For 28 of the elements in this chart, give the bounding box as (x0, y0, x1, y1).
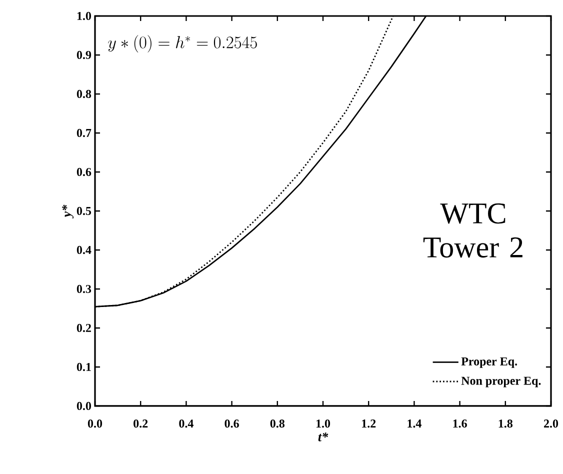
y-tick-label: 0.1 (76, 362, 91, 372)
y-tick-label: 0.9 (76, 50, 92, 60)
x-tick-label: 1.8 (498, 420, 512, 428)
y-tick-label: 0.7 (76, 128, 92, 138)
x-tick-label: 1.6 (453, 420, 467, 428)
y-tick-label: 0.0 (76, 402, 92, 410)
legend-label: Non proper Eq. (461, 376, 541, 388)
x-axis-title: t* (318, 432, 328, 442)
x-tick-label: 0.4 (179, 420, 194, 428)
x-tick-label: 0.6 (224, 420, 239, 428)
x-tick-label: 0.2 (134, 420, 148, 428)
x-tick-label: 1.4 (408, 420, 422, 428)
y-tick-label: 0.8 (76, 90, 92, 98)
annotation: WTC Tower 2 (423, 203, 522, 258)
x-tick-label: 1.2 (362, 420, 376, 428)
y-tick-label: 0.5 (76, 206, 92, 216)
legend-label: Proper Eq. (461, 357, 518, 368)
y-tick-label: 0.3 (76, 284, 92, 294)
y-tick-label: 0.4 (76, 246, 92, 254)
annotation: $y*(0) = h^{*} = 0.2545$ (108, 35, 257, 52)
y-tick-label: 0.2 (76, 324, 91, 332)
x-tick-label: 0.0 (88, 420, 102, 428)
x-tick-label: 1.0 (316, 420, 330, 428)
x-tick-label: 0.8 (270, 420, 284, 428)
x-tick-label: 2.0 (544, 420, 558, 428)
y-axis-title: y* (62, 204, 74, 218)
y-tick-label: 1.0 (77, 12, 92, 20)
y-tick-label: 0.6 (76, 168, 92, 176)
